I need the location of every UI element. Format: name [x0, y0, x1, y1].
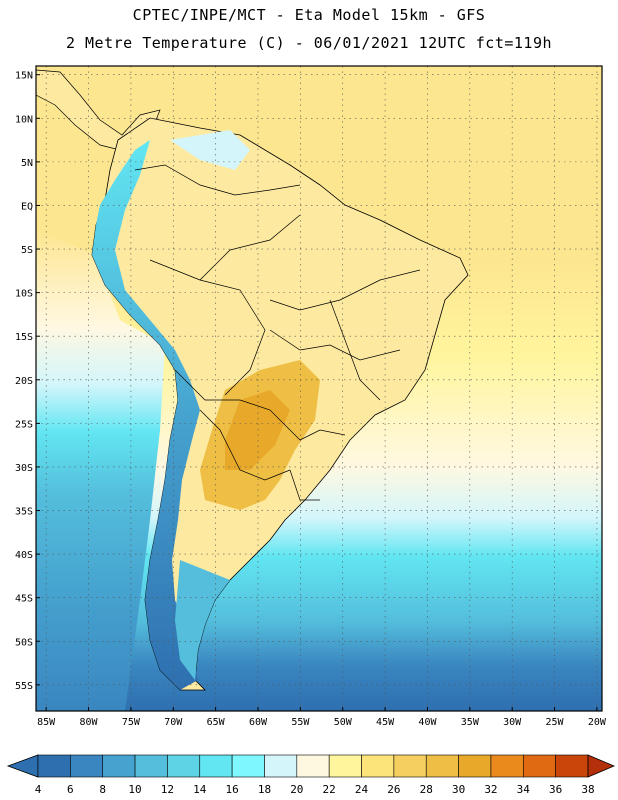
- lat-label: 5N: [21, 158, 33, 169]
- colorbar-segment: [522, 754, 556, 778]
- colorbar-tick-label: 14: [193, 783, 207, 796]
- colorbar-tick-label: 32: [484, 783, 497, 796]
- colorbar-tick-label: 4: [35, 783, 42, 796]
- colorbar-tick-label: 12: [161, 783, 174, 796]
- colorbar-segment: [555, 754, 589, 778]
- lat-label: 35S: [15, 507, 33, 518]
- colorbar-segment: [167, 754, 201, 778]
- lon-label: 55W: [291, 717, 310, 728]
- country-borders: [134, 164, 421, 501]
- lon-label: 35W: [461, 717, 480, 728]
- colorbar-tick-label: 10: [128, 783, 141, 796]
- lon-label: 45W: [376, 717, 395, 728]
- colorbar-min-arrow: [6, 754, 39, 778]
- latitude-labels: 15N 10N 5N EQ 5S 10S 15S 20S 25S 30S 35S 40S 45S 50S 5…: [15, 71, 40, 692]
- lon-label: 60W: [249, 717, 268, 728]
- lat-label: 30S: [15, 463, 33, 474]
- graticule: [36, 66, 602, 711]
- pacific-ocean: [36, 230, 165, 711]
- lat-label: 45S: [15, 594, 33, 605]
- colorbar-segment: [425, 754, 459, 778]
- lon-label: 50W: [334, 717, 353, 728]
- lat-label: 20S: [15, 376, 33, 387]
- lat-label: 5S: [21, 245, 33, 256]
- colorbar-segment: [199, 754, 233, 778]
- lon-label: 30W: [503, 717, 522, 728]
- lon-label: 80W: [80, 717, 99, 728]
- colorbar-tick-label: 38: [581, 783, 594, 796]
- map-subtitle: 2 Metre Temperature (C) - 06/01/2021 12U…: [65, 34, 553, 52]
- colorbar-segment: [393, 754, 427, 778]
- colorbar-segment: [458, 754, 492, 778]
- colorbar-tick-label: 28: [420, 783, 433, 796]
- colorbar-tick-label: 26: [387, 783, 400, 796]
- colorbar-segment: [328, 754, 362, 778]
- map-title: CPTEC/INPE/MCT - Eta Model 15km - GFS: [132, 6, 486, 24]
- lat-label: 15S: [15, 332, 33, 343]
- colorbar-tick-label: 8: [99, 783, 106, 796]
- colorbar-tick-label: 36: [549, 783, 562, 796]
- colorbar-segment: [70, 754, 104, 778]
- colorbar-segment: [102, 754, 136, 778]
- lat-label: 55S: [15, 681, 33, 692]
- lat-label: 15N: [15, 71, 33, 82]
- andes-cold: [92, 140, 200, 690]
- map-field: [36, 66, 602, 711]
- lon-label: 85W: [37, 717, 56, 728]
- colorbar-tick-label: 24: [355, 783, 369, 796]
- colorbar-tick-label: 6: [67, 783, 74, 796]
- colorbar-segment: [37, 754, 71, 778]
- colorbar-segment: [361, 754, 395, 778]
- colorbar-tick-label: 34: [517, 783, 531, 796]
- colorbar-segment: [231, 754, 265, 778]
- colorbar-tick-label: 22: [323, 783, 336, 796]
- colorbar-tick-label: 20: [290, 783, 303, 796]
- colorbar-tick-label: 16: [225, 783, 238, 796]
- lat-label: 40S: [15, 550, 33, 561]
- lat-label: EQ: [21, 201, 33, 212]
- colorbar: [6, 754, 616, 778]
- colorbar-segment: [264, 754, 298, 778]
- longitude-labels: 85W 80W 75W 70W 65W 60W 55W 50W 45W 40W 35W 30W 25W 2…: [37, 707, 607, 728]
- colorbar-tick-label: 18: [258, 783, 271, 796]
- colorbar-labels: 4 6 8 10 12 14 16 18 20 22 24 26 28 30 32 34 36 38: [35, 783, 595, 796]
- colorbar-segment: [490, 754, 524, 778]
- colorbar-segment: [296, 754, 330, 778]
- lat-label: 10S: [15, 289, 33, 300]
- colorbar-segment: [134, 754, 168, 778]
- lat-label: 50S: [15, 637, 33, 648]
- lon-label: 25W: [546, 717, 565, 728]
- lon-label: 70W: [164, 717, 183, 728]
- lat-label: 10N: [15, 114, 33, 125]
- lon-label: 20W: [588, 717, 607, 728]
- colorbar-max-arrow: [587, 754, 616, 778]
- lon-label: 75W: [122, 717, 141, 728]
- lat-label: 25S: [15, 419, 33, 430]
- colorbar-tick-label: 30: [452, 783, 465, 796]
- lon-label: 40W: [418, 717, 437, 728]
- lon-label: 65W: [207, 717, 226, 728]
- map-frame: [35, 65, 603, 712]
